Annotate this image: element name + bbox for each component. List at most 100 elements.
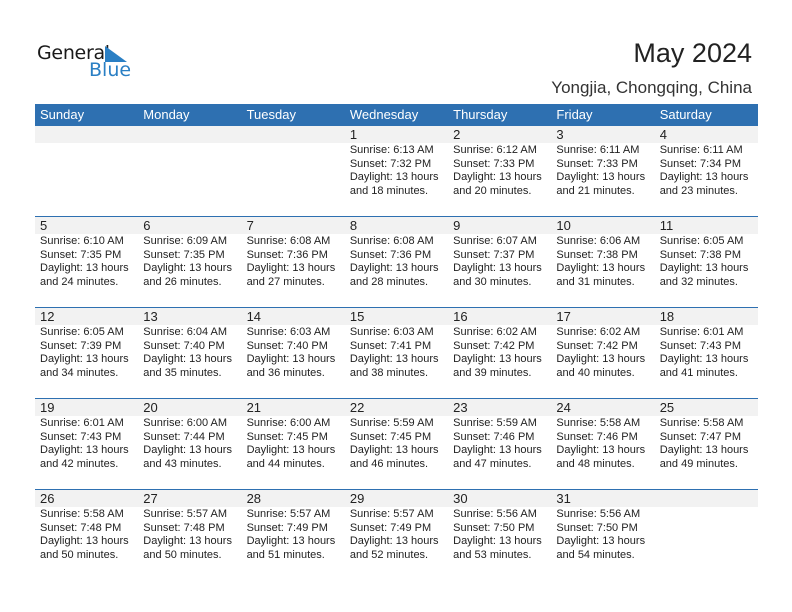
day-cell: 18 Sunrise: 6:01 AM Sunset: 7:43 PM Dayligh… xyxy=(654,308,758,398)
week-row: 1 Sunrise: 6:13 AM Sunset: 7:32 PM Daylight… xyxy=(35,126,758,216)
daylight1-text: Daylight: 13 hours xyxy=(349,535,439,548)
sunset-text: Sunset: 7:43 PM xyxy=(659,339,742,352)
day-cell: 21 Sunrise: 6:00 AM Sunset: 7:45 PM Dayligh… xyxy=(241,399,345,489)
day-cell: 23 Sunrise: 5:59 AM Sunset: 7:46 PM Dayligh… xyxy=(448,399,552,489)
sunset-text: Sunset: 7:45 PM xyxy=(246,430,328,443)
sunset-text: Sunset: 7:33 PM xyxy=(556,157,638,170)
sunset-text: Sunset: 7:41 PM xyxy=(349,339,432,352)
empty-cell xyxy=(35,126,139,216)
day-cell: 6 Sunrise: 6:09 AM Sunset: 7:35 PM Daylight… xyxy=(138,217,242,307)
day-cell: 7 Sunrise: 6:08 AM Sunset: 7:36 PM Daylight… xyxy=(241,217,345,307)
daylight2-text: and 42 minutes. xyxy=(40,457,119,470)
sunrise-text: Sunrise: 6:02 AM xyxy=(556,326,641,338)
weekday-saturday: Saturday xyxy=(659,107,712,122)
daylight2-text: and 34 minutes. xyxy=(40,366,119,379)
daylight2-text: and 18 minutes. xyxy=(349,184,429,197)
sunset-text: Sunset: 7:37 PM xyxy=(453,248,535,261)
day-number: 28 xyxy=(241,490,345,507)
daylight1-text: Daylight: 13 hours xyxy=(556,535,646,548)
sunrise-text: Sunrise: 6:03 AM xyxy=(246,326,331,338)
daylight2-text: and 30 minutes. xyxy=(453,275,532,288)
daylight1-text: Daylight: 13 hours xyxy=(246,444,336,457)
sunset-text: Sunset: 7:50 PM xyxy=(453,521,535,534)
day-info: Sunrise: 6:04 AM Sunset: 7:40 PM Daylight:… xyxy=(138,325,241,380)
daylight1-text: Daylight: 13 hours xyxy=(143,535,232,548)
daylight2-text: and 24 minutes. xyxy=(40,275,119,288)
day-cell: 14 Sunrise: 6:03 AM Sunset: 7:40 PM Dayligh… xyxy=(241,308,345,398)
page-title: May 2024 xyxy=(633,38,752,68)
sunrise-text: Sunrise: 6:10 AM xyxy=(40,235,124,247)
daylight2-text: and 39 minutes. xyxy=(453,366,532,379)
sunrise-text: Sunrise: 5:56 AM xyxy=(556,508,641,520)
daylight1-text: Daylight: 13 hours xyxy=(659,444,749,457)
sunrise-text: Sunrise: 6:05 AM xyxy=(40,326,124,338)
weekday-wednesday: Wednesday xyxy=(349,107,419,122)
sunrise-text: Sunrise: 6:00 AM xyxy=(143,417,228,429)
daylight2-text: and 38 minutes. xyxy=(349,366,429,379)
day-number xyxy=(241,126,345,143)
day-number: 20 xyxy=(138,399,242,416)
sunset-text: Sunset: 7:35 PM xyxy=(40,248,122,261)
day-cell: 24 Sunrise: 5:58 AM Sunset: 7:46 PM Dayligh… xyxy=(551,399,655,489)
day-cell: 19 Sunrise: 6:01 AM Sunset: 7:43 PM Dayligh… xyxy=(35,399,139,489)
day-number: 9 xyxy=(448,217,552,234)
day-cell: 25 Sunrise: 5:58 AM Sunset: 7:47 PM Dayligh… xyxy=(654,399,758,489)
sunset-text: Sunset: 7:46 PM xyxy=(453,430,535,443)
sunrise-text: Sunrise: 6:01 AM xyxy=(40,417,124,429)
sunset-text: Sunset: 7:33 PM xyxy=(453,157,535,170)
day-cell: 16 Sunrise: 6:02 AM Sunset: 7:42 PM Dayligh… xyxy=(448,308,552,398)
day-info: Sunrise: 6:02 AM Sunset: 7:42 PM Daylight:… xyxy=(448,325,551,380)
sunrise-text: Sunrise: 6:09 AM xyxy=(143,235,228,247)
daylight2-text: and 50 minutes. xyxy=(143,548,222,561)
day-info: Sunrise: 5:58 AM Sunset: 7:47 PM Daylight:… xyxy=(655,416,758,471)
logo-triangle-icon xyxy=(105,46,127,62)
day-info: Sunrise: 6:05 AM Sunset: 7:38 PM Daylight:… xyxy=(655,234,758,289)
day-number: 18 xyxy=(654,308,758,325)
sunrise-text: Sunrise: 6:03 AM xyxy=(349,326,434,338)
day-number: 24 xyxy=(551,399,655,416)
sunset-text: Sunset: 7:47 PM xyxy=(659,430,742,443)
sunrise-text: Sunrise: 6:13 AM xyxy=(349,144,434,156)
daylight2-text: and 36 minutes. xyxy=(246,366,325,379)
day-cell: 20 Sunrise: 6:00 AM Sunset: 7:44 PM Dayligh… xyxy=(138,399,242,489)
daylight2-text: and 41 minutes. xyxy=(659,366,738,379)
day-cell: 28 Sunrise: 5:57 AM Sunset: 7:49 PM Dayligh… xyxy=(241,490,345,580)
sunset-text: Sunset: 7:40 PM xyxy=(246,339,328,352)
sunrise-text: Sunrise: 5:58 AM xyxy=(556,417,641,429)
sunset-text: Sunset: 7:46 PM xyxy=(556,430,638,443)
day-cell: 31 Sunrise: 5:56 AM Sunset: 7:50 PM Dayligh… xyxy=(551,490,655,580)
day-cell: 3 Sunrise: 6:11 AM Sunset: 7:33 PM Daylight… xyxy=(551,126,655,216)
day-number xyxy=(35,126,139,143)
sunrise-text: Sunrise: 6:07 AM xyxy=(453,235,537,247)
day-info: Sunrise: 5:58 AM Sunset: 7:48 PM Daylight:… xyxy=(35,507,138,562)
sunrise-text: Sunrise: 6:11 AM xyxy=(556,144,640,156)
day-number: 14 xyxy=(241,308,345,325)
daylight1-text: Daylight: 13 hours xyxy=(659,262,749,275)
day-cell: 22 Sunrise: 5:59 AM Sunset: 7:45 PM Dayligh… xyxy=(344,399,449,489)
daylight2-text: and 32 minutes. xyxy=(659,275,738,288)
daylight1-text: Daylight: 13 hours xyxy=(349,353,439,366)
calendar: Sunday Monday Tuesday Wednesday Thursday Frid… xyxy=(35,104,758,580)
daylight2-text: and 21 minutes. xyxy=(556,184,635,197)
daylight1-text: Daylight: 13 hours xyxy=(453,171,542,184)
day-info: Sunrise: 6:00 AM Sunset: 7:45 PM Daylight:… xyxy=(242,416,345,471)
daylight2-text: and 20 minutes. xyxy=(453,184,532,197)
daylight1-text: Daylight: 13 hours xyxy=(453,444,542,457)
day-info: Sunrise: 5:57 AM Sunset: 7:48 PM Daylight:… xyxy=(138,507,241,562)
sunset-text: Sunset: 7:42 PM xyxy=(453,339,535,352)
weekday-sunday: Sunday xyxy=(40,107,85,122)
day-number: 17 xyxy=(551,308,655,325)
daylight2-text: and 48 minutes. xyxy=(556,457,635,470)
daylight1-text: Daylight: 13 hours xyxy=(349,444,439,457)
sunset-text: Sunset: 7:48 PM xyxy=(40,521,122,534)
daylight2-text: and 44 minutes. xyxy=(246,457,325,470)
day-number xyxy=(138,126,242,143)
day-cell: 8 Sunrise: 6:08 AM Sunset: 7:36 PM Daylight… xyxy=(344,217,449,307)
sunrise-text: Sunrise: 6:11 AM xyxy=(659,144,743,156)
logo: General Blue xyxy=(37,42,131,81)
day-info: Sunrise: 6:11 AM Sunset: 7:33 PM Daylight:… xyxy=(551,143,654,198)
sunrise-text: Sunrise: 5:58 AM xyxy=(40,508,124,520)
day-info: Sunrise: 6:01 AM Sunset: 7:43 PM Daylight:… xyxy=(35,416,138,471)
sunset-text: Sunset: 7:34 PM xyxy=(659,157,742,170)
day-number: 3 xyxy=(551,126,655,143)
